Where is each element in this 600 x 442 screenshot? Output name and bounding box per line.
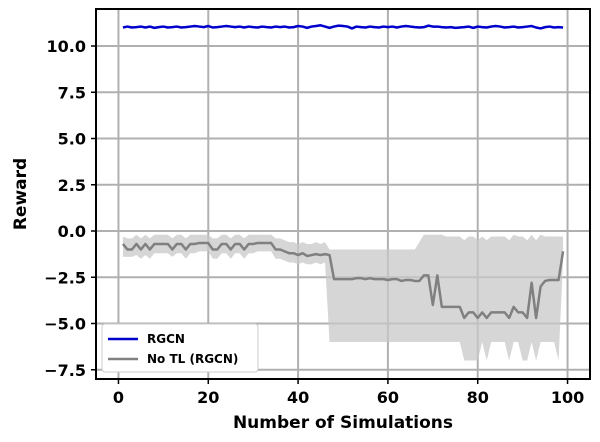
legend: RGCN No TL (RGCN)	[101, 323, 259, 373]
y-axis-ticks: −7.5 −5.0 −2.5 0.0 2.5 5.0 7.5 10.0	[44, 37, 96, 380]
x-axis-ticks: 0 20 40 60 80 100	[113, 379, 584, 407]
y-tick-label-7: 10.0	[47, 37, 86, 56]
y-tick-label-2: −2.5	[44, 268, 86, 287]
grid-lines	[96, 9, 590, 379]
x-tick-label-5: 100	[551, 388, 584, 407]
legend-box	[101, 323, 259, 373]
band-series-1	[122, 234, 564, 361]
x-tick-label-3: 60	[377, 388, 399, 407]
y-tick-label-3: 0.0	[58, 222, 86, 241]
x-tick-label-4: 80	[467, 388, 489, 407]
series-lines	[121, 24, 565, 320]
y-tick-label-1: −5.0	[44, 315, 86, 334]
y-tick-label-6: 7.5	[58, 83, 86, 102]
x-axis-label: Number of Simulations	[233, 413, 453, 433]
legend-label-rgcn: RGCN	[147, 332, 185, 346]
y-tick-label-5: 5.0	[58, 130, 86, 149]
plot-frame	[95, 8, 591, 380]
x-tick-label-0: 0	[113, 388, 124, 407]
line-series-1	[121, 241, 565, 320]
x-tick-label-2: 40	[287, 388, 309, 407]
legend-label-no-tl-rgcn: No TL (RGCN)	[147, 352, 238, 366]
y-axis-label: Reward	[11, 158, 31, 230]
y-tick-label-4: 2.5	[58, 176, 86, 195]
line-series-0	[122, 24, 564, 30]
x-tick-label-1: 20	[197, 388, 219, 407]
y-tick-label-0: −7.5	[44, 361, 86, 380]
